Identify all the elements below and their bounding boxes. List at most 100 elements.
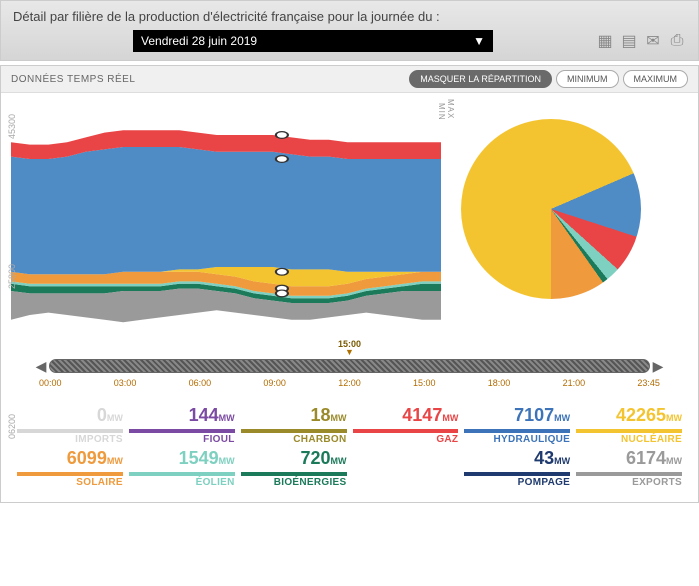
legend-value: 144	[189, 405, 219, 425]
x-tick: 06:00	[189, 378, 212, 388]
legend-bar	[464, 472, 570, 476]
y-tick: 25800	[7, 261, 17, 289]
legend-value: 0	[97, 405, 107, 425]
scrub-left-icon[interactable]: ◀	[35, 356, 47, 376]
toggle-repartition[interactable]: MASQUER LA RÉPARTITION	[409, 70, 552, 88]
legend-unit: MW	[666, 413, 682, 423]
legend-bar	[17, 472, 123, 476]
legend-label: EXPORTS	[576, 477, 682, 488]
legend-label: IMPORTS	[17, 434, 123, 445]
header: Détail par filière de la production d'él…	[0, 0, 699, 61]
date-selected-label: Vendredi 28 juin 2019	[141, 34, 257, 48]
panel-header: DONNÉES TEMPS RÉEL MASQUER LA RÉPARTITIO…	[1, 66, 698, 93]
legend-bar	[464, 429, 570, 433]
legend-label: FIOUL	[129, 434, 235, 445]
legend-unit: MW	[107, 413, 123, 423]
legend-value: 6174	[626, 448, 666, 468]
legend-bar	[129, 429, 235, 433]
legend-label: SOLAIRE	[17, 477, 123, 488]
legend-bar	[17, 429, 123, 433]
x-tick: 03:00	[114, 378, 137, 388]
x-tick: 12:00	[338, 378, 361, 388]
legend-bar	[241, 472, 347, 476]
x-axis-ticks: 00:00 03:00 06:00 09:00 12:00 15:00 18:00 21:00…	[35, 376, 664, 388]
legend-label: ÉOLIEN	[129, 477, 235, 488]
legend-bioenergies: 720MW BIOÉNERGIES	[241, 449, 347, 488]
calendar-a-icon[interactable]: ▤	[620, 32, 638, 50]
x-tick: 09:00	[263, 378, 286, 388]
x-tick: 21:00	[563, 378, 586, 388]
y-tick: 45300	[7, 111, 17, 139]
pie-chart	[461, 119, 641, 299]
header-controls: Vendredi 28 juin 2019 ▼ ▦ ▤ ✉ ⎙	[13, 30, 686, 52]
legend-label: BIOÉNERGIES	[241, 477, 347, 488]
x-tick: 23:45	[637, 378, 660, 388]
time-scrubber: ◀ ▶	[35, 356, 664, 376]
area-svg	[11, 99, 441, 339]
legend-pompage: 43MW POMPAGE	[464, 449, 570, 488]
legend-bar	[576, 429, 682, 433]
page-title: Détail par filière de la production d'él…	[13, 9, 686, 24]
legend-spacer	[353, 449, 459, 488]
legend-unit: MW	[219, 413, 235, 423]
scrub-right-icon[interactable]: ▶	[652, 356, 664, 376]
x-tick: 18:00	[488, 378, 511, 388]
scrub-track[interactable]	[49, 359, 650, 373]
mail-icon[interactable]: ✉	[644, 32, 662, 50]
legend-nucleaire: 42265MW NUCLÉAIRE	[576, 406, 682, 445]
toggle-maximum[interactable]: MAXIMUM	[623, 70, 689, 88]
current-time-marker: 15:00	[35, 339, 664, 356]
min-label: MIN	[437, 103, 446, 121]
timeline: 15:00 ◀ ▶ 00:00 03:00 06:00 09:00 12:00 15:00…	[1, 339, 698, 394]
legend-fioul: 144MW FIOUL	[129, 406, 235, 445]
legend-label: CHARBON	[241, 434, 347, 445]
legend-eolien: 1549MW ÉOLIEN	[129, 449, 235, 488]
legend-value: 1549	[179, 448, 219, 468]
legend-unit: MW	[554, 413, 570, 423]
legend-value: 4147	[402, 405, 442, 425]
legend-label: GAZ	[353, 434, 459, 445]
legend-value: 42265	[616, 405, 666, 425]
legend-solaire: 6099MW SOLAIRE	[17, 449, 123, 488]
calendar-icon[interactable]: ▦	[596, 32, 614, 50]
legend-unit: MW	[331, 456, 347, 466]
legend-gaz: 4147MW GAZ	[353, 406, 459, 445]
view-toggle-group: MASQUER LA RÉPARTITION MINIMUM MAXIMUM	[409, 70, 688, 88]
legend-grid: 0MWIMPORTS144MWFIOUL18MWCHARBON4147MWGAZ…	[1, 394, 698, 502]
legend-value: 18	[310, 405, 330, 425]
legend-bar	[576, 472, 682, 476]
main-panel: DONNÉES TEMPS RÉEL MASQUER LA RÉPARTITIO…	[0, 65, 699, 503]
legend-label: POMPAGE	[464, 477, 570, 488]
legend-unit: MW	[554, 456, 570, 466]
legend-unit: MW	[219, 456, 235, 466]
y-axis-labels: 45300 25800 06200	[7, 99, 35, 339]
print-icon[interactable]: ⎙	[668, 32, 686, 50]
legend-charbon: 18MW CHARBON	[241, 406, 347, 445]
legend-unit: MW	[666, 456, 682, 466]
x-tick: 00:00	[39, 378, 62, 388]
legend-exports: 6174MW EXPORTS	[576, 449, 682, 488]
x-tick: 15:00	[413, 378, 436, 388]
legend-hydraulique: 7107MW HYDRAULIQUE	[464, 406, 570, 445]
chart-row: 45300 25800 06200 MAX MIN	[1, 93, 698, 339]
panel-header-title: DONNÉES TEMPS RÉEL	[11, 74, 135, 85]
legend-label: NUCLÉAIRE	[576, 434, 682, 445]
y-tick: 06200	[7, 411, 17, 439]
legend-unit: MW	[107, 456, 123, 466]
legend-value: 7107	[514, 405, 554, 425]
legend-value: 43	[534, 448, 554, 468]
legend-label: HYDRAULIQUE	[464, 434, 570, 445]
legend-value: 6099	[67, 448, 107, 468]
toolbar-icons: ▦ ▤ ✉ ⎙	[596, 32, 686, 50]
legend-unit: MW	[442, 413, 458, 423]
legend-imports: 0MW IMPORTS	[17, 406, 123, 445]
legend-unit: MW	[331, 413, 347, 423]
legend-bar	[129, 472, 235, 476]
legend-bar	[353, 429, 459, 433]
legend-bar	[241, 429, 347, 433]
toggle-minimum[interactable]: MINIMUM	[556, 70, 619, 88]
date-selector[interactable]: Vendredi 28 juin 2019 ▼	[133, 30, 493, 52]
area-chart: 45300 25800 06200 MAX MIN	[11, 99, 441, 339]
legend-value: 720	[300, 448, 330, 468]
max-label: MAX	[446, 99, 455, 121]
